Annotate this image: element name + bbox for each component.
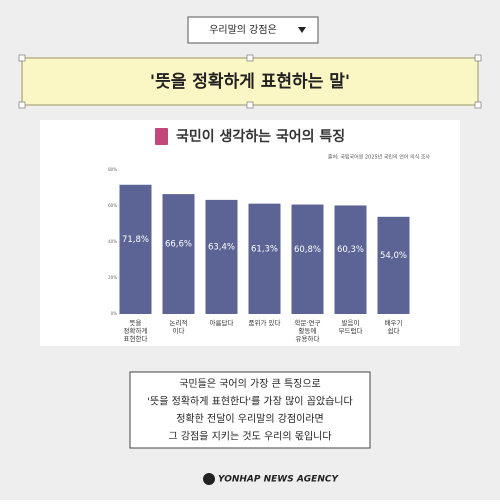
y-tick-label: 0% <box>111 311 118 316</box>
x-tick-label: 발음이 <box>342 318 360 327</box>
y-tick-label: 80% <box>108 167 117 172</box>
headline: '뜻을 정확하게 표현하는 말' <box>150 71 350 92</box>
summary-box <box>129 371 371 449</box>
x-tick-label: 활동에 <box>299 326 317 335</box>
x-tick-label: 뜻을 <box>130 319 142 327</box>
value-label: 61,3% <box>251 244 278 254</box>
x-tick-label: 쉽다 <box>388 326 400 335</box>
bar <box>205 199 238 314</box>
credit: YONHAP NEWS AGENCY <box>218 475 339 485</box>
x-tick-label: 배우기 <box>385 318 403 327</box>
value-label: 60,8% <box>294 245 321 255</box>
value-label: 66,6% <box>165 240 192 250</box>
logo-icon <box>203 473 215 485</box>
source: 출처: 국립국어원 2025년 국민의 언어 의식 조사 <box>328 154 431 161</box>
x-tick-label: 이다 <box>173 326 185 335</box>
x-tick-label: 학문·연구 <box>295 318 321 327</box>
bar <box>248 203 281 314</box>
x-tick-label: 논리적 <box>170 318 188 327</box>
y-tick-label: 20% <box>108 275 117 280</box>
summary-line: 그 강점을 지키는 것도 우리의 몫입니다 <box>168 430 331 443</box>
y-tick-label: 40% <box>108 239 117 244</box>
summary-line: 정확한 전달이 우리말의 강점이라면 <box>176 413 324 425</box>
summary-line: '뜻을 정확하게 표현한다'를 가장 많이 꼽았습니다 <box>147 395 352 408</box>
bar <box>291 204 324 314</box>
x-tick-label: 부드럽다 <box>339 326 363 335</box>
summary-line: 국민들은 국어의 가장 큰 특징으로 <box>179 378 321 390</box>
handles <box>18 54 482 109</box>
value-label: 71,8% <box>122 235 149 245</box>
chart-title: 국민이 생각하는 국어의 특징 <box>176 128 345 145</box>
bar <box>119 184 152 314</box>
value-label: 63,4% <box>208 242 235 252</box>
bar <box>377 216 410 314</box>
x-tick-label: 표현한다 <box>124 334 148 343</box>
bar <box>162 194 195 314</box>
x-tick-label: 아름답다 <box>210 318 234 327</box>
dropdown[interactable] <box>187 16 319 44</box>
dropdown-label: 우리말의 강점은 <box>209 24 277 36</box>
book-icon <box>155 128 168 145</box>
x-tick-label: 품위가 있다 <box>249 318 281 327</box>
value-label: 54,0% <box>380 251 407 261</box>
x-tick-label: 유용하다 <box>296 334 320 343</box>
x-tick-label: 정확하게 <box>124 326 148 335</box>
value-label: 60,3% <box>337 245 364 255</box>
dropdown-arrow <box>298 27 306 33</box>
y-tick-label: 60% <box>108 203 117 208</box>
bar <box>334 205 367 314</box>
